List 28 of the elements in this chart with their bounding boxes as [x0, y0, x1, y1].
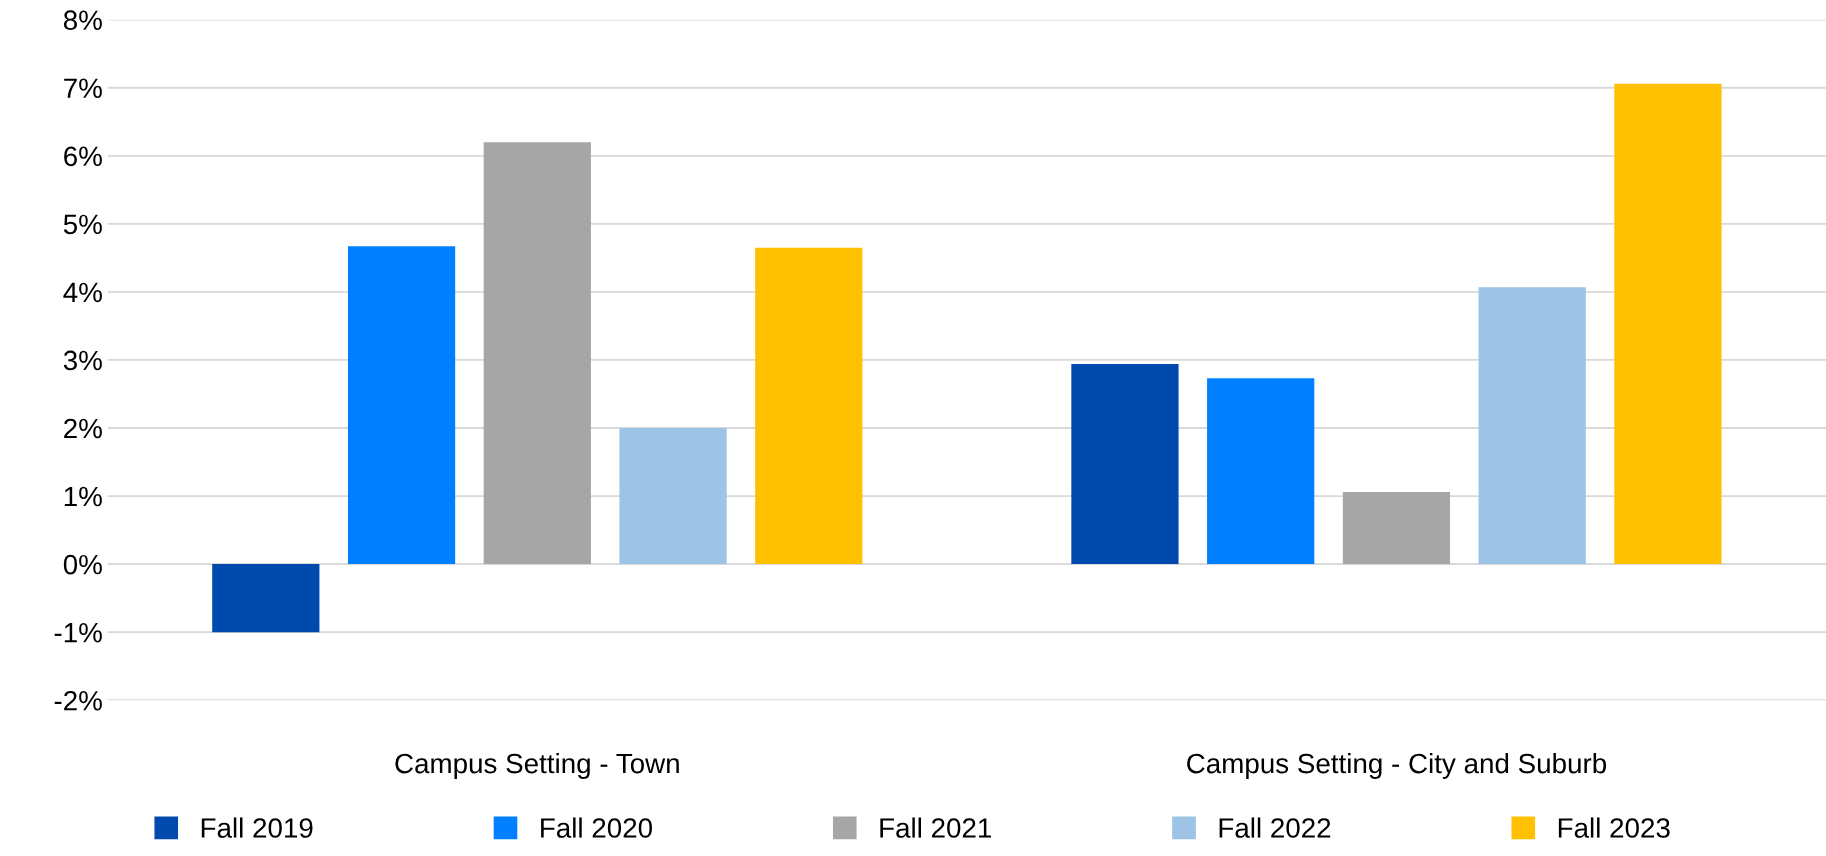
y-tick-label: -2% — [54, 690, 102, 711]
legend-label: Fall 2023 — [1558, 817, 1670, 838]
bar — [483, 142, 591, 565]
x-tick-label: Campus Setting - Town — [395, 752, 679, 779]
y-tick-label: 0% — [63, 554, 102, 575]
y-tick-label: 2% — [64, 418, 102, 439]
y-tick-label: 4% — [63, 282, 102, 303]
y-tick-label: 3% — [63, 350, 102, 371]
legend-label: Fall 2019 — [201, 817, 313, 838]
bar — [1342, 491, 1451, 565]
legend-label: Fall 2020 — [541, 817, 653, 838]
y-tick-label: 8% — [63, 10, 102, 31]
x-tick-label: Campus Setting - City and Suburb — [1187, 752, 1607, 779]
y-tick-label: -1% — [54, 622, 102, 643]
legend-label: Fall 2021 — [880, 817, 992, 838]
y-tick-label: 7% — [64, 78, 102, 98]
bar — [755, 247, 863, 565]
bar — [1071, 364, 1179, 565]
bar — [619, 428, 727, 565]
legend-label: Fall 2022 — [1219, 817, 1331, 838]
bar — [212, 564, 320, 633]
y-tick-label: 6% — [64, 146, 102, 167]
bar — [347, 246, 456, 565]
y-tick-label: 5% — [63, 214, 102, 235]
bar — [1207, 378, 1315, 565]
y-tick-label: 1% — [64, 486, 102, 507]
bar — [1478, 287, 1586, 565]
bar — [1614, 83, 1722, 565]
